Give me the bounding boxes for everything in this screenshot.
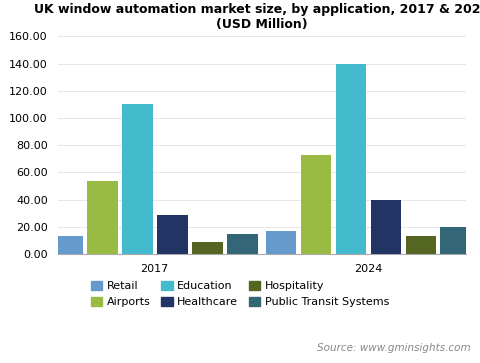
Bar [122, 105, 153, 254]
Bar [52, 236, 83, 254]
Bar [157, 215, 188, 254]
Bar [406, 236, 436, 254]
Bar [336, 64, 366, 254]
Bar [265, 231, 297, 254]
Bar [227, 234, 258, 254]
Title: UK window automation market size, by application, 2017 & 2024
(USD Million): UK window automation market size, by app… [34, 3, 480, 31]
Legend: Retail, Airports, Education, Healthcare, Hospitality, Public Transit Systems: Retail, Airports, Education, Healthcare,… [91, 281, 389, 307]
Bar [300, 155, 331, 254]
Text: Source: www.gminsights.com: Source: www.gminsights.com [317, 343, 470, 353]
Bar [192, 242, 223, 254]
Bar [441, 227, 471, 254]
Bar [371, 200, 401, 254]
Bar [87, 180, 118, 254]
